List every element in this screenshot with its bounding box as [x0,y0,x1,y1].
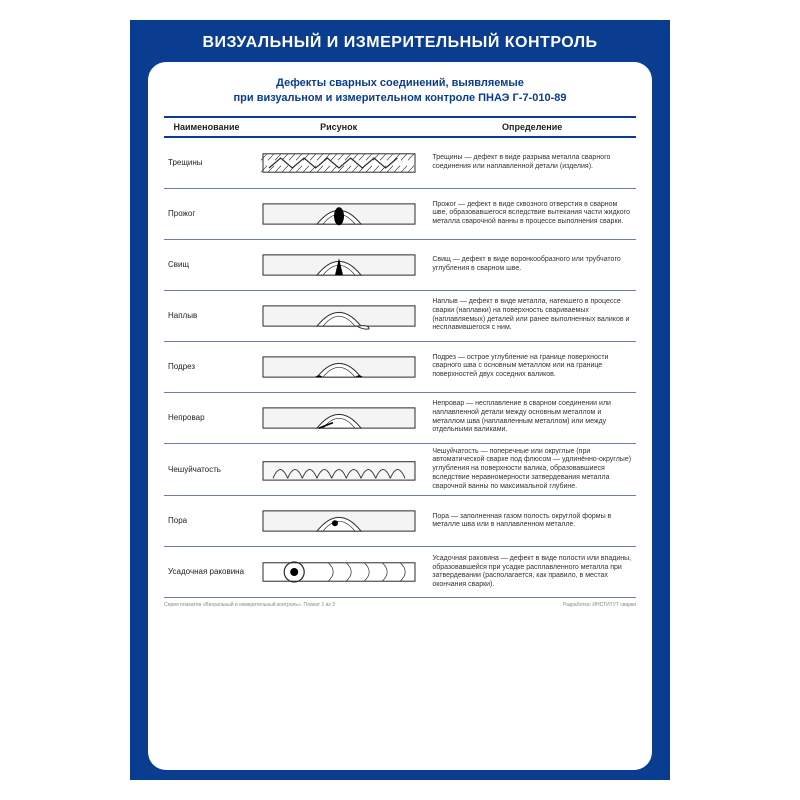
defect-name: Усадочная раковина [164,547,249,598]
defect-drawing [249,188,428,239]
footer-right: Разработка: ИНСТИТУТ сварки [563,602,636,608]
defect-name: Трещины [164,137,249,189]
defect-name: Наплыв [164,290,249,341]
defect-definition: Трещины — дефект в виде разрыва металла … [428,137,636,189]
table-row: Усадочная раковина Усадочная раковина — … [164,547,636,598]
table-row: Трещины Трещины — дефект в виде разрыва … [164,137,636,189]
content-panel: Дефекты сварных соединений, выявляемые п… [148,62,652,770]
defect-drawing [249,392,428,443]
defect-definition: Подрез — острое углубление на границе по… [428,341,636,392]
header-name: Наименование [164,117,249,137]
defect-definition: Свищ — дефект в виде воронкообразного ил… [428,239,636,290]
defect-definition: Чешуйчатость — поперечные или округлые (… [428,443,636,496]
defect-name: Свищ [164,239,249,290]
subtitle: Дефекты сварных соединений, выявляемые п… [164,76,636,106]
defect-drawing [249,341,428,392]
defect-definition: Пора — заполненная газом полость округло… [428,496,636,547]
table-row: Подрез Подрез — острое углубление на гра… [164,341,636,392]
header-drawing: Рисунок [249,117,428,137]
subtitle-line-2: при визуальном и измерительном контроле … [234,92,567,104]
defect-drawing [249,137,428,189]
defect-name: Пора [164,496,249,547]
defect-drawing [249,443,428,496]
subtitle-line-1: Дефекты сварных соединений, выявляемые [276,77,524,89]
defect-drawing [249,547,428,598]
defect-name: Чешуйчатость [164,443,249,496]
defect-definition: Прожог — дефект в виде сквозного отверст… [428,188,636,239]
table-row: Свищ Свищ — дефект в виде воронкообразно… [164,239,636,290]
poster: ВИЗУАЛЬНЫЙ И ИЗМЕРИТЕЛЬНЫЙ КОНТРОЛЬ Дефе… [130,20,670,780]
table-row: Чешуйчатость Чешуйчатость — поперечные и… [164,443,636,496]
footer-left: Серия плакатов «Визуальный и измерительн… [164,602,335,608]
defect-name: Непровар [164,392,249,443]
table-row: Непровар Непровар — несплавление в сварн… [164,392,636,443]
table-row: Прожог Прожог — дефект в виде сквозного … [164,188,636,239]
header-definition: Определение [428,117,636,137]
defect-drawing [249,239,428,290]
defect-definition: Непровар — несплавление в сварном соедин… [428,392,636,443]
table-row: Пора Пора — заполненная газом полость ок… [164,496,636,547]
defect-drawing [249,290,428,341]
defect-definition: Усадочная раковина — дефект в виде полос… [428,547,636,598]
defect-name: Подрез [164,341,249,392]
defect-drawing [249,496,428,547]
defect-name: Прожог [164,188,249,239]
table-header-row: Наименование Рисунок Определение [164,117,636,137]
defects-table: Наименование Рисунок Определение Трещины… [164,116,636,599]
defect-definition: Наплыв — дефект в виде металла, натекшег… [428,290,636,341]
main-title: ВИЗУАЛЬНЫЙ И ИЗМЕРИТЕЛЬНЫЙ КОНТРОЛЬ [148,34,652,52]
table-row: Наплыв Наплыв — дефект в виде металла, н… [164,290,636,341]
footer: Серия плакатов «Визуальный и измерительн… [164,602,636,608]
